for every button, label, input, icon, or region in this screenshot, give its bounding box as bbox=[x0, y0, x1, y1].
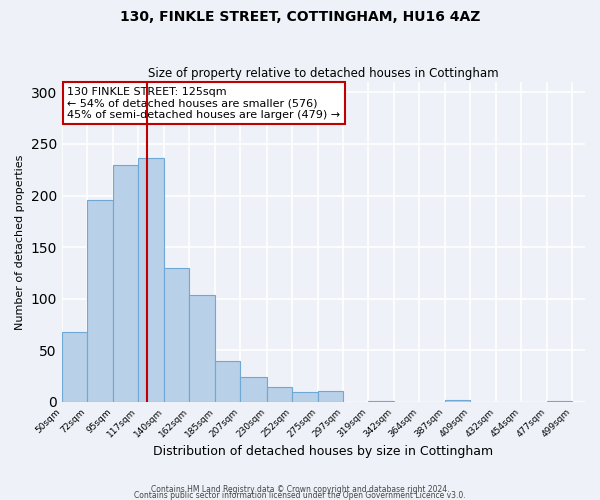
Text: 130, FINKLE STREET, COTTINGHAM, HU16 4AZ: 130, FINKLE STREET, COTTINGHAM, HU16 4AZ bbox=[120, 10, 480, 24]
Y-axis label: Number of detached properties: Number of detached properties bbox=[15, 154, 25, 330]
Title: Size of property relative to detached houses in Cottingham: Size of property relative to detached ho… bbox=[148, 66, 499, 80]
Bar bbox=[138, 158, 164, 402]
Bar bbox=[292, 392, 318, 402]
X-axis label: Distribution of detached houses by size in Cottingham: Distribution of detached houses by size … bbox=[154, 444, 493, 458]
Bar bbox=[62, 332, 87, 402]
Bar bbox=[241, 377, 266, 402]
Bar bbox=[189, 294, 215, 402]
Bar bbox=[164, 268, 189, 402]
Bar bbox=[547, 401, 572, 402]
Text: Contains public sector information licensed under the Open Government Licence v3: Contains public sector information licen… bbox=[134, 490, 466, 500]
Bar bbox=[445, 400, 470, 402]
Bar bbox=[318, 390, 343, 402]
Text: 130 FINKLE STREET: 125sqm
← 54% of detached houses are smaller (576)
45% of semi: 130 FINKLE STREET: 125sqm ← 54% of detac… bbox=[67, 87, 340, 120]
Bar bbox=[368, 401, 394, 402]
Text: Contains HM Land Registry data © Crown copyright and database right 2024.: Contains HM Land Registry data © Crown c… bbox=[151, 484, 449, 494]
Bar bbox=[215, 360, 241, 402]
Bar bbox=[113, 164, 138, 402]
Bar bbox=[266, 386, 292, 402]
Bar bbox=[87, 200, 113, 402]
